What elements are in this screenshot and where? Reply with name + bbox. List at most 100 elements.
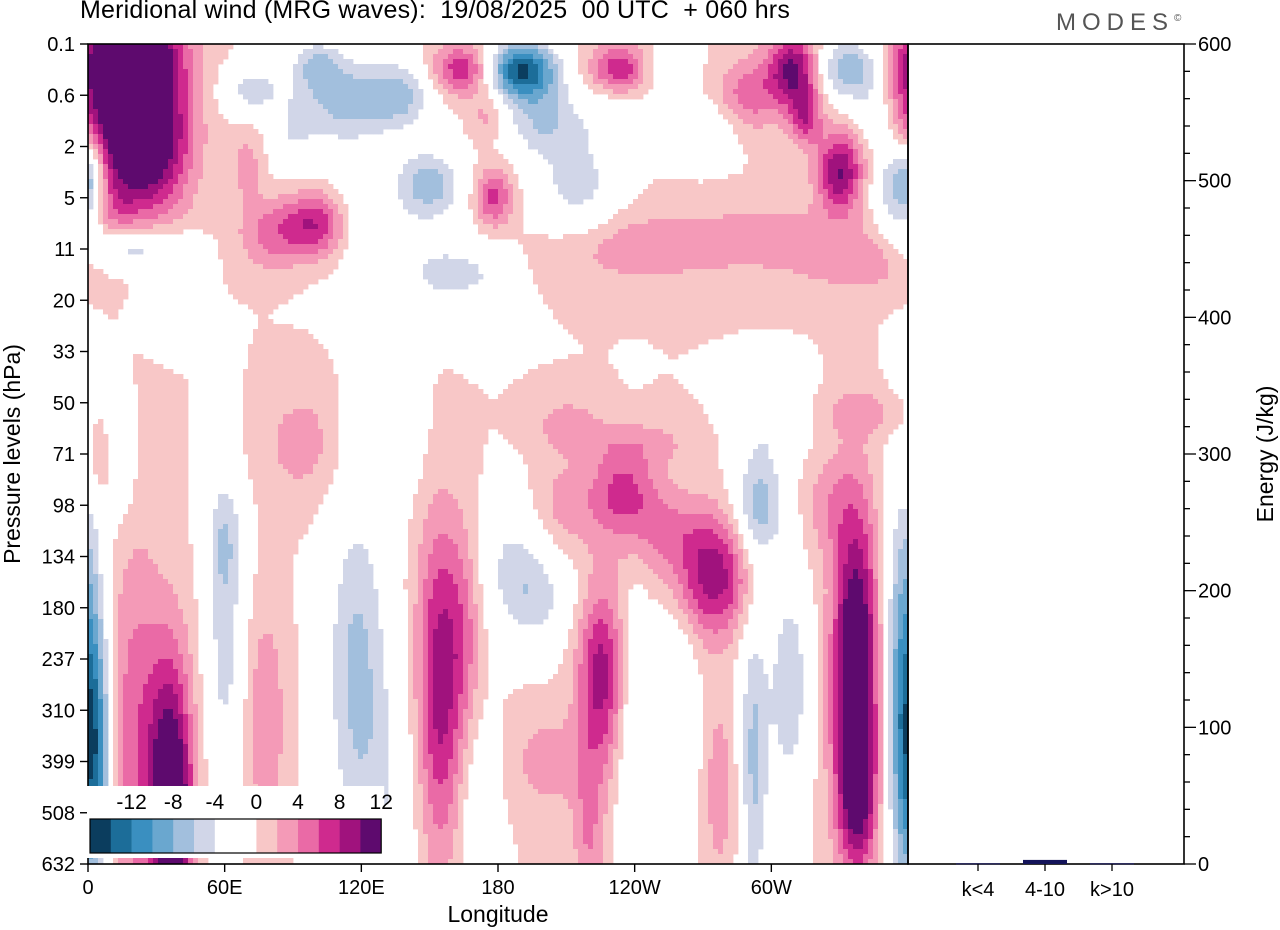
heatmap-cell	[603, 89, 609, 95]
heatmap-cell	[743, 259, 749, 265]
heatmap-cell	[188, 169, 194, 175]
heatmap-cell	[753, 179, 759, 185]
heatmap-cell	[778, 59, 784, 65]
heatmap-cell	[773, 79, 779, 85]
heatmap-cell	[773, 214, 779, 220]
heatmap-cell	[168, 129, 174, 135]
heatmap-cell	[253, 79, 259, 85]
heatmap-cell	[238, 254, 244, 260]
heatmap-cell	[758, 159, 764, 165]
heatmap-cell	[173, 59, 179, 65]
heatmap-cell	[568, 124, 574, 130]
heatmap-cell	[798, 109, 804, 115]
heatmap-cell	[568, 169, 574, 175]
heatmap-cell	[423, 159, 429, 165]
heatmap-cell	[158, 134, 164, 140]
heatmap-cell	[118, 94, 124, 100]
heatmap-cell	[173, 124, 179, 130]
heatmap-cell	[133, 124, 139, 130]
heatmap-cell	[188, 209, 194, 215]
heatmap-cell	[738, 74, 744, 80]
heatmap-cell	[598, 69, 604, 75]
heatmap-cell	[373, 74, 379, 80]
heatmap-cell	[863, 144, 869, 150]
heatmap-cell	[553, 174, 559, 180]
heatmap-cell	[768, 49, 774, 55]
heatmap-cell	[258, 174, 264, 180]
heatmap-cell	[313, 44, 319, 50]
heatmap-cell	[458, 104, 464, 110]
heatmap-cell	[568, 174, 574, 180]
heatmap-cell	[268, 254, 274, 260]
heatmap-cell	[273, 224, 279, 230]
heatmap-cell	[578, 184, 584, 190]
heatmap-cell	[873, 239, 879, 245]
heatmap-cell	[408, 189, 414, 195]
heatmap-cell	[553, 94, 559, 100]
heatmap-cell	[168, 149, 174, 155]
heatmap-cell	[688, 259, 694, 265]
heatmap-cell	[298, 184, 304, 190]
heatmap-cell	[848, 139, 854, 145]
heatmap-cell	[318, 119, 324, 125]
heatmap-cell	[208, 134, 214, 140]
heatmap-cell	[328, 69, 334, 75]
heatmap-cell	[248, 169, 254, 175]
heatmap-cell	[263, 164, 269, 170]
heatmap-cell	[813, 69, 819, 75]
heatmap-cell	[328, 239, 334, 245]
heatmap-cell	[403, 174, 409, 180]
heatmap-cell	[468, 84, 474, 90]
heatmap-cell	[463, 64, 469, 70]
heatmap-cell	[188, 204, 194, 210]
heatmap-cell	[343, 214, 349, 220]
heatmap-cell	[113, 44, 119, 50]
heatmap-cell	[828, 194, 834, 200]
heatmap-cell	[418, 164, 424, 170]
heatmap-cell	[853, 49, 859, 55]
heatmap-cell	[868, 64, 874, 70]
heatmap-cell	[138, 89, 144, 95]
heatmap-cell	[313, 124, 319, 130]
heatmap-cell	[553, 244, 559, 250]
heatmap-cell	[428, 74, 434, 80]
heatmap-cell	[773, 179, 779, 185]
heatmap-cell	[753, 119, 759, 125]
heatmap-cell	[768, 194, 774, 200]
heatmap-cell	[788, 209, 794, 215]
heatmap-cell	[188, 69, 194, 75]
heatmap-cell	[528, 119, 534, 125]
heatmap-cell	[538, 259, 544, 265]
heatmap-cell	[418, 99, 424, 105]
heatmap-cell	[318, 264, 324, 270]
heatmap-cell	[128, 104, 134, 110]
heatmap-cell	[208, 219, 214, 225]
heatmap-cell	[618, 269, 624, 275]
heatmap-cell	[198, 89, 204, 95]
heatmap-cell	[748, 259, 754, 265]
heatmap-cell	[188, 159, 194, 165]
heatmap-cell	[193, 139, 199, 145]
heatmap-cell	[813, 224, 819, 230]
heatmap-cell	[728, 214, 734, 220]
heatmap-cell	[903, 139, 909, 145]
heatmap-cell	[453, 74, 459, 80]
heatmap-cell	[163, 214, 169, 220]
heatmap-cell	[353, 109, 359, 115]
heatmap-cell	[528, 114, 534, 120]
heatmap-cell	[518, 124, 524, 130]
heatmap-cell	[218, 119, 224, 125]
heatmap-cell	[278, 239, 284, 245]
heatmap-cell	[708, 204, 714, 210]
heatmap-cell	[768, 109, 774, 115]
heatmap-cell	[493, 179, 499, 185]
heatmap-cell	[533, 234, 539, 240]
heatmap-cell	[893, 89, 899, 95]
heatmap-cell	[478, 94, 484, 100]
heatmap-cell	[413, 109, 419, 115]
heatmap-cell	[588, 49, 594, 55]
heatmap-cell	[128, 94, 134, 100]
heatmap-cell	[858, 64, 864, 70]
heatmap-cell	[778, 224, 784, 230]
heatmap-cell	[558, 119, 564, 125]
